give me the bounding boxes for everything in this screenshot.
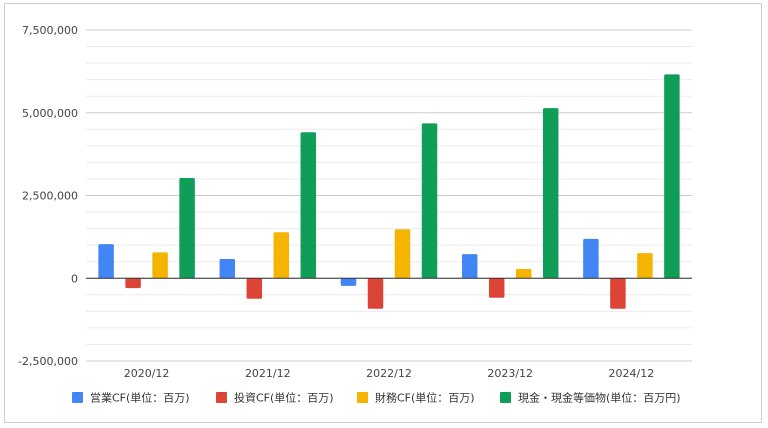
legend-label: 営業CF(単位：百万): [90, 391, 190, 405]
bar: [610, 278, 626, 309]
x-tick-label: 2022/12: [366, 367, 412, 380]
x-tick-label: 2024/12: [609, 367, 655, 380]
x-tick-label: 2023/12: [487, 367, 533, 380]
bar: [273, 232, 290, 279]
bar: [461, 254, 478, 279]
bar: [637, 253, 653, 279]
bar: [246, 278, 263, 299]
bar: [515, 268, 532, 279]
y-tick-label: 0: [71, 272, 78, 285]
bar: [98, 244, 114, 279]
x-tick-label: 2021/12: [245, 367, 291, 380]
x-tick-label: 2020/12: [124, 367, 170, 380]
legend-swatch: [72, 392, 83, 403]
y-tick-label: 5,000,000: [22, 107, 78, 120]
bar: [219, 259, 236, 279]
bar: [367, 278, 384, 309]
bar: [152, 252, 168, 279]
legend-swatch: [216, 392, 227, 403]
y-tick-label: 7,500,000: [22, 24, 78, 37]
bar: [340, 278, 357, 286]
bar: [664, 74, 680, 279]
bar: [421, 123, 438, 279]
y-tick-label: -2,500,000: [18, 355, 78, 368]
y-tick-label: 2,500,000: [22, 190, 78, 203]
bar: [300, 132, 317, 279]
chart-frame: [4, 3, 762, 423]
bar: [125, 278, 141, 289]
legend-label: 財務CF(単位：百万): [375, 391, 475, 405]
bar: [394, 229, 411, 279]
bar: [542, 108, 559, 279]
legend-swatch: [357, 392, 368, 403]
legend-label: 投資CF(単位：百万): [234, 391, 334, 405]
bar: [583, 238, 599, 279]
bar: [488, 278, 505, 298]
legend-swatch: [500, 392, 511, 403]
bar: [179, 177, 195, 279]
legend-label: 現金・現金等価物(単位：百万円): [518, 391, 681, 405]
